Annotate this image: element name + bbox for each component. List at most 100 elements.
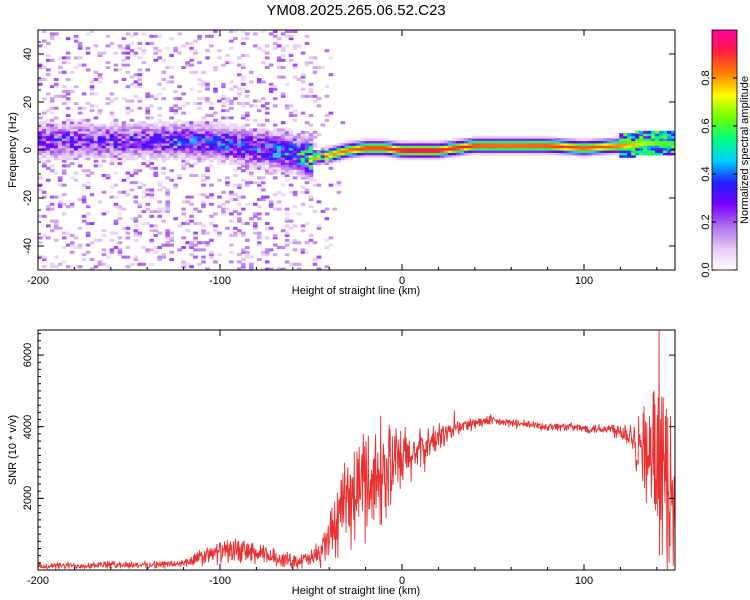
spectrogram-cell xyxy=(304,174,310,177)
spectrogram-cell xyxy=(296,159,302,163)
spectrogram-cell xyxy=(209,128,214,132)
spectrogram-cell xyxy=(288,111,294,115)
spectrogram-cell xyxy=(452,138,457,141)
spectrogram-cell xyxy=(185,262,190,266)
spectrogram-cell xyxy=(272,87,278,91)
spectrogram-cell xyxy=(376,147,381,151)
spectrogram-cell xyxy=(527,142,533,146)
spectrogram-cell xyxy=(97,238,103,242)
spectrogram-cell xyxy=(65,205,71,209)
spectrogram-cell xyxy=(125,152,131,156)
spectrogram-cell xyxy=(121,78,127,81)
spectrogram-cell xyxy=(667,142,672,146)
spectrogram-cell xyxy=(288,219,294,223)
spectrogram-cell xyxy=(312,159,318,163)
spectrogram-cell xyxy=(217,205,222,209)
spectrogram-cell xyxy=(376,150,381,153)
spectrogram-cell xyxy=(252,104,258,108)
spectrogram-cell xyxy=(515,145,521,149)
spectrogram-cell xyxy=(252,214,258,218)
spectrogram-cell xyxy=(137,75,143,79)
spectrogram-cell xyxy=(53,126,59,129)
spectrogram-cell xyxy=(225,157,230,161)
spectrogram-cell xyxy=(619,142,624,146)
spectrogram-cell xyxy=(141,142,147,146)
spectrogram-cell xyxy=(551,138,557,141)
spectrogram-cell xyxy=(659,138,664,141)
spectrogram-cell xyxy=(587,150,592,153)
spectrogram-cell xyxy=(169,130,174,134)
spectrogram-cell xyxy=(173,111,178,115)
spectrogram-cell xyxy=(38,82,43,86)
spectrogram-cell xyxy=(61,202,67,206)
spectrogram-cell xyxy=(153,140,159,144)
spectrogram-cell xyxy=(85,121,91,125)
spectrogram-cell xyxy=(97,262,103,266)
spectrogram-cell xyxy=(89,104,95,108)
spectrogram-cell xyxy=(201,231,206,235)
spectrogram-cell xyxy=(551,140,557,144)
spectrogram-cell xyxy=(651,138,656,141)
spectrogram-cell xyxy=(45,150,51,153)
spectrogram-cell xyxy=(245,37,250,41)
spectrogram-cell xyxy=(225,176,230,180)
spectrogram-cell xyxy=(161,243,166,247)
colorbar-tick-label: 0.0 xyxy=(700,262,712,277)
spectrogram-cell xyxy=(57,56,63,60)
spectrogram-cell xyxy=(49,85,55,89)
spectrogram-cell xyxy=(639,133,644,137)
spectrogram-cell xyxy=(511,140,517,144)
spectrogram-cell xyxy=(117,133,123,137)
spectrogram-cell xyxy=(57,133,63,137)
spectrogram-cell xyxy=(81,253,87,257)
spectrogram-cell xyxy=(559,142,565,146)
spectrogram-cell xyxy=(312,157,318,161)
spectrogram-cell xyxy=(392,147,397,151)
spectrogram-cell xyxy=(173,217,178,221)
spectrogram-cell xyxy=(41,66,47,69)
spectrogram-cell xyxy=(499,152,505,156)
spectrogram-cell xyxy=(256,176,262,180)
spectrogram-cell xyxy=(133,126,139,129)
spectrogram-cell xyxy=(412,154,417,158)
spectrogram-cell xyxy=(308,138,314,141)
spectrogram-cell xyxy=(77,150,83,153)
spectrogram-cell xyxy=(229,260,234,264)
spectrogram-cell xyxy=(125,70,131,74)
spectrogram-cell xyxy=(117,236,123,240)
spectrogram-cell xyxy=(241,265,246,269)
spectrogram-cell xyxy=(181,133,186,137)
spectrogram-cell xyxy=(312,99,318,103)
spectrogram-cell xyxy=(284,217,290,221)
spectrogram-cell xyxy=(181,150,186,153)
spectrogram-cell xyxy=(463,142,469,146)
spectrogram-cell xyxy=(181,246,186,249)
spectrogram-cell xyxy=(45,152,51,156)
spectrogram-cell xyxy=(284,243,290,247)
spectrogram-cell xyxy=(276,145,282,149)
spectrogram-cell xyxy=(543,140,549,144)
spectrogram-cell xyxy=(109,145,115,149)
spectrogram-cell xyxy=(153,152,159,156)
spectrogram-cell xyxy=(412,145,417,149)
spectrogram-cell xyxy=(77,63,83,67)
spectrogram-cell xyxy=(93,157,99,161)
spectrogram-cell xyxy=(153,150,159,153)
spectrogram-cell xyxy=(316,154,322,158)
spectrogram-cell xyxy=(165,123,170,127)
spectrogram-cell xyxy=(268,147,274,151)
spectrogram-cell xyxy=(276,169,282,173)
spectrogram-cell xyxy=(300,138,306,141)
spectrogram-cell xyxy=(153,157,159,161)
spectrogram-cell xyxy=(416,154,421,158)
spectrogram-cell xyxy=(256,138,262,141)
spectrogram-cell xyxy=(129,142,135,146)
spectrogram-cell xyxy=(527,135,533,139)
spectrogram-cell xyxy=(507,150,513,153)
spectrogram-cell xyxy=(173,138,178,141)
spectrogram-cell xyxy=(456,154,461,158)
spectrogram-cell xyxy=(93,104,99,108)
spectrogram-cell xyxy=(416,157,421,161)
spectrogram-cell xyxy=(77,130,83,134)
spectrogram-cell xyxy=(185,140,190,144)
